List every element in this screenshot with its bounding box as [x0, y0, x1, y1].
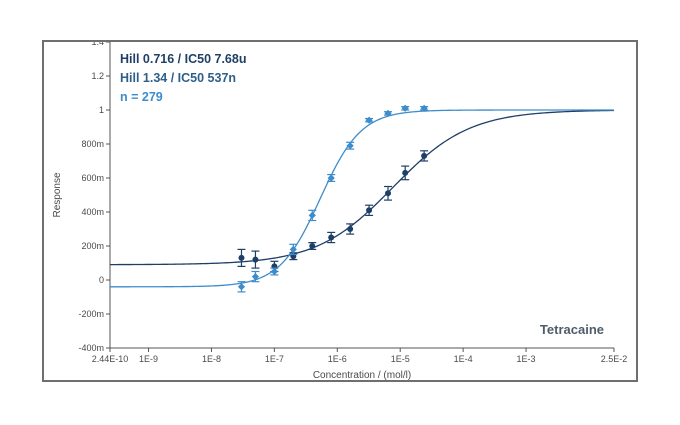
data-point	[401, 104, 409, 112]
data-point	[421, 152, 428, 159]
data-point	[309, 243, 316, 249]
data-point	[289, 245, 297, 253]
x-tick-label: 1E-6	[328, 354, 347, 364]
chart-frame: 1.4 1.2 1 800m 600m 400m 200m 0 -200m -400m 2.44E-…	[42, 40, 638, 382]
data-point	[384, 109, 392, 117]
data-point	[308, 211, 316, 219]
data-point	[238, 254, 245, 261]
y-axis-title: Response	[52, 172, 63, 217]
data-point	[402, 169, 409, 176]
legend-entry: Hill 1.34 / IC50 537n	[120, 71, 236, 85]
x-tick-label: 1E-5	[391, 354, 410, 364]
data-point	[327, 174, 335, 182]
x-tick-label: 1E-7	[265, 354, 284, 364]
data-point	[252, 256, 259, 263]
y-tick-label: -200m	[78, 309, 104, 319]
x-tick-label: 1E-9	[139, 354, 158, 364]
y-tick-label: 400m	[81, 207, 104, 217]
data-point	[347, 226, 354, 232]
x-tick-label: 2.44E-10	[92, 354, 129, 364]
x-tick-label: 1E-4	[454, 354, 473, 364]
fit-curve	[110, 109, 614, 288]
y-tick-label: 800m	[81, 139, 104, 149]
legend: Hill 0.716 / IC50 7.68u Hill 1.34 / IC50 …	[120, 52, 246, 104]
x-tick-label: 2.5E-2	[601, 354, 628, 364]
data-points	[237, 104, 429, 293]
data-point	[365, 116, 373, 124]
dose-response-chart: 1.4 1.2 1 800m 600m 400m 200m 0 -200m -400m2.44E-…	[52, 42, 627, 380]
fit-curve	[109, 109, 615, 266]
legend-entry: n = 279	[120, 90, 163, 104]
data-point	[270, 267, 278, 276]
compound-annotation: Tetracaine	[540, 322, 604, 337]
data-point	[237, 283, 246, 291]
data-point	[420, 104, 428, 112]
x-axis-title: Concentration / (mol/l)	[313, 370, 411, 380]
fit-curves	[109, 109, 615, 288]
y-tick-label: 1.4	[91, 42, 104, 47]
axes: 1.4 1.2 1 800m 600m 400m 200m 0 -200m -400m2.44E-…	[52, 42, 627, 380]
y-tick-label: -400m	[78, 343, 104, 353]
x-tick-label: 1E-8	[202, 354, 221, 364]
data-point	[346, 142, 354, 150]
y-tick-label: 200m	[81, 241, 104, 251]
y-tick-label: 1.2	[91, 71, 104, 81]
data-point	[328, 234, 335, 241]
data-point	[366, 207, 373, 214]
data-point	[385, 190, 392, 197]
x-tick-label: 1E-3	[517, 354, 536, 364]
y-tick-label: 1	[99, 105, 104, 115]
legend-entry: Hill 0.716 / IC50 7.68u	[120, 52, 246, 66]
y-tick-label: 600m	[81, 173, 104, 183]
y-tick-label: 0	[99, 275, 104, 285]
